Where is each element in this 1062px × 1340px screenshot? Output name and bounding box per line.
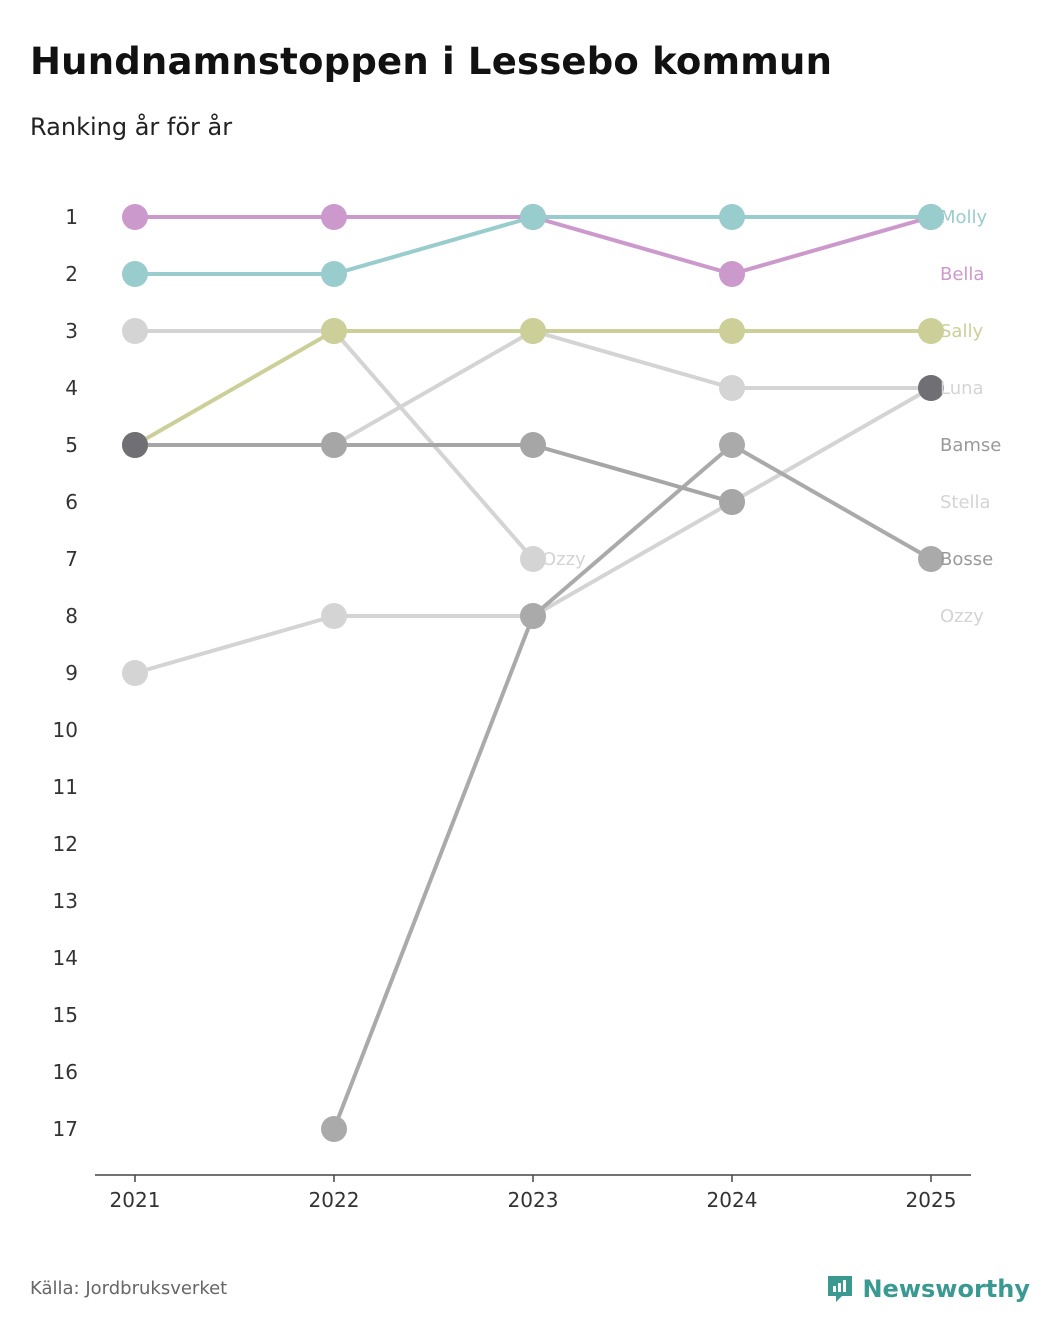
- data-point-molly[interactable]: [122, 261, 148, 287]
- end-labels: Molly Bella Sally Luna Bamse Stella Bosse Ozzy O…: [542, 207, 1001, 627]
- data-point-ozzy[interactable]: [520, 546, 546, 572]
- end-label-molly: Molly: [940, 207, 988, 228]
- data-point-sally[interactable]: [918, 318, 944, 344]
- series-line-bamse: [135, 443, 733, 504]
- source-note: Källa: Jordbruksverket: [30, 1278, 228, 1299]
- data-point-sally[interactable]: [719, 318, 745, 344]
- y-tick-label: 4: [65, 376, 78, 400]
- y-tick-label: 13: [53, 889, 78, 913]
- data-point-stella[interactable]: [321, 603, 347, 629]
- y-tick-label: 14: [53, 946, 78, 970]
- data-point-ozzy[interactable]: [122, 318, 148, 344]
- x-tick-label: 2021: [110, 1188, 161, 1212]
- data-point-bosse[interactable]: [321, 1116, 347, 1142]
- brand-logo[interactable]: Newsworthy: [826, 1274, 1030, 1304]
- x-tick-label: 2024: [707, 1188, 758, 1212]
- series-lines: [134, 215, 932, 1130]
- end-label-luna: Luna: [940, 378, 984, 399]
- y-tick-label: 7: [65, 547, 78, 571]
- y-tick-label: 10: [53, 718, 78, 742]
- series-line-bosse: [332, 443, 932, 1130]
- data-point-sally[interactable]: [321, 318, 347, 344]
- end-label-sally: Sally: [940, 321, 983, 342]
- data-point-stella[interactable]: [122, 660, 148, 686]
- brand-name: Newsworthy: [862, 1275, 1030, 1303]
- data-point-bamse[interactable]: [520, 432, 546, 458]
- data-point-bosse[interactable]: [918, 546, 944, 572]
- data-point-sally[interactable]: [520, 318, 546, 344]
- data-point-bella[interactable]: [719, 261, 745, 287]
- data-point-bosse[interactable]: [719, 432, 745, 458]
- series-points: [122, 204, 944, 1142]
- series-line-luna: [333, 329, 931, 447]
- data-point-bamse[interactable]: [719, 489, 745, 515]
- x-tick-label: 2022: [309, 1188, 360, 1212]
- y-tick-label: 11: [53, 775, 78, 799]
- x-axis: 2021 2022 2023 2024 2025: [110, 1175, 957, 1212]
- y-tick-label: 17: [53, 1117, 78, 1141]
- x-tick-label: 2025: [906, 1188, 957, 1212]
- y-tick-label: 12: [53, 832, 78, 856]
- end-label-stella: Stella: [940, 492, 991, 513]
- data-point-molly[interactable]: [719, 204, 745, 230]
- y-tick-label: 6: [65, 490, 78, 514]
- end-label-ozzy: Ozzy: [940, 606, 984, 627]
- data-point-bella[interactable]: [122, 204, 148, 230]
- data-point-bella[interactable]: [321, 204, 347, 230]
- newsworthy-logo-icon: [828, 1276, 853, 1302]
- y-tick-label: 16: [53, 1060, 78, 1084]
- y-tick-label: 9: [65, 661, 78, 685]
- y-tick-label: 3: [65, 319, 78, 343]
- data-point-bamse[interactable]: [918, 375, 944, 401]
- y-tick-label: 2: [65, 262, 78, 286]
- y-tick-label: 8: [65, 604, 78, 628]
- inline-label-ozzy: Ozzy: [542, 549, 586, 570]
- y-tick-label: 15: [53, 1003, 78, 1027]
- end-label-bosse: Bosse: [940, 549, 993, 570]
- data-point-bamse[interactable]: [122, 432, 148, 458]
- y-tick-label: 1: [65, 205, 78, 229]
- data-point-molly[interactable]: [520, 204, 546, 230]
- end-label-bella: Bella: [940, 264, 984, 285]
- data-point-bosse[interactable]: [520, 603, 546, 629]
- data-point-bamse[interactable]: [321, 432, 347, 458]
- x-tick-label: 2023: [508, 1188, 559, 1212]
- page-subtitle: Ranking år för år: [30, 113, 233, 141]
- data-point-molly[interactable]: [918, 204, 944, 230]
- y-tick-label: 5: [65, 433, 78, 457]
- series-line-stella: [134, 386, 932, 675]
- data-point-luna[interactable]: [719, 375, 745, 401]
- data-point-molly[interactable]: [321, 261, 347, 287]
- end-label-bamse: Bamse: [940, 435, 1001, 456]
- page-title: Hundnamnstoppen i Lessebo kommun: [30, 40, 833, 83]
